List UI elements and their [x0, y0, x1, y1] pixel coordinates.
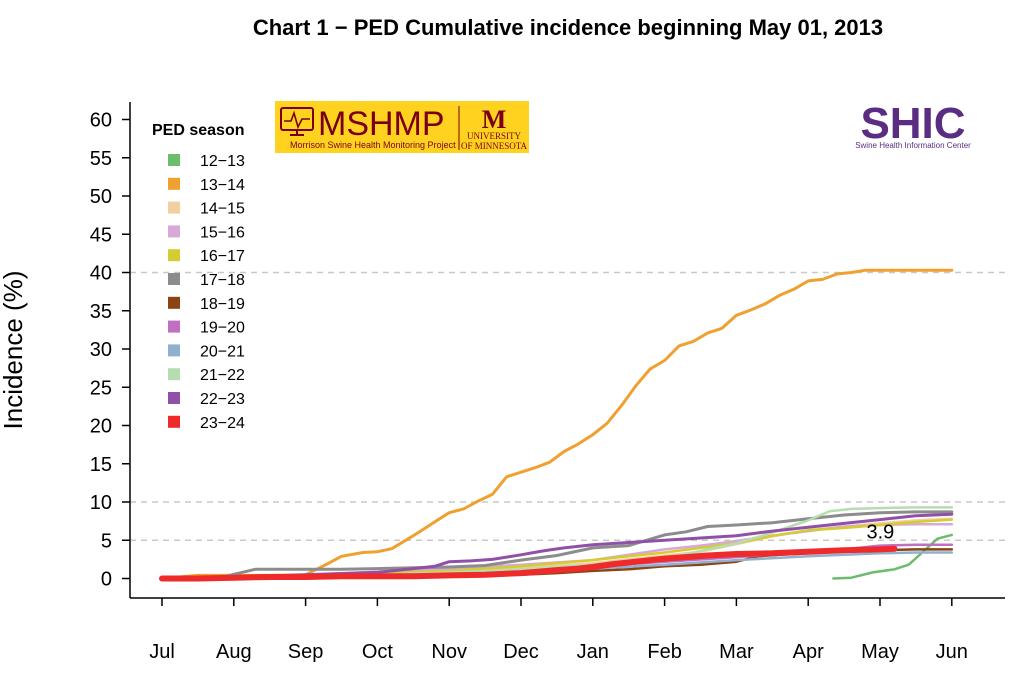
y-tick-label: 50: [90, 186, 112, 208]
x-tick-label: Jun: [936, 641, 968, 663]
x-tick-label: Feb: [647, 641, 681, 663]
legend-swatch: [168, 177, 180, 190]
legend-label: 13−14: [200, 177, 245, 194]
y-tick-label: 55: [90, 148, 112, 170]
legend-title: PED season: [152, 122, 244, 139]
series-line: [160, 510, 954, 580]
mshmp-logo-text: MSHMP: [318, 105, 445, 143]
x-ticks: Jul Aug Sep Oct Nov Dec Jan Feb Mar Apr May Jun: [149, 598, 968, 663]
monitor-icon: [280, 107, 314, 136]
x-tick-label: May: [861, 641, 899, 663]
x-tick-label: Jul: [149, 641, 175, 663]
legend-label: 20−21: [200, 343, 245, 360]
legend-swatch: [168, 249, 180, 262]
last-value-annotation: 3.9: [866, 522, 894, 544]
x-tick-label: Mar: [719, 641, 754, 663]
y-tick-label: 30: [90, 339, 112, 361]
legend-swatch: [168, 201, 180, 214]
x-tick-label: Aug: [216, 641, 252, 663]
shic-logo-text: SHIC: [860, 99, 965, 148]
chart-title: Chart 1 − PED Cumulative incidence begin…: [253, 15, 883, 40]
y-tick-label: 60: [90, 110, 112, 132]
legend-label: 17−18: [200, 272, 245, 289]
shic-logo: SHIC Swine Health Information Center: [855, 99, 971, 150]
y-tick-label: 20: [90, 416, 112, 438]
series-line: [159, 545, 898, 582]
legend: PED season 12−13 13−14 14−15 15−16 16−17 17−1…: [152, 122, 245, 432]
y-tick-label: 25: [90, 377, 112, 399]
mshmp-logo-background: [275, 101, 529, 153]
y-tick-label: 5: [101, 530, 112, 552]
legend-label: 15−16: [200, 224, 245, 241]
legend-label: 19−20: [200, 320, 245, 337]
y-tick-label: 10: [90, 492, 112, 514]
legend-swatch: [168, 344, 180, 357]
y-tick-label: 40: [90, 263, 112, 285]
y-tick-label: 0: [101, 569, 112, 591]
y-axis-label: Incidence (%): [0, 271, 28, 430]
legend-swatch: [168, 415, 180, 428]
university-name-line2: OF MINNESOTA: [461, 141, 528, 151]
x-tick-label: Apr: [793, 641, 824, 663]
legend-swatch: [168, 392, 180, 404]
shic-logo-subtitle: Swine Health Information Center: [855, 141, 971, 150]
reference-lines: [130, 271, 1005, 541]
legend-swatch: [168, 154, 180, 166]
x-tick-label: Oct: [362, 641, 394, 663]
legend-swatch: [168, 296, 180, 309]
x-tick-label: Nov: [431, 641, 467, 663]
legend-swatch: [168, 368, 180, 381]
legend-label: 12−13: [200, 153, 245, 170]
axes: [129, 102, 1005, 599]
x-tick-label: Jan: [577, 641, 609, 663]
legend-label: 23−24: [200, 415, 245, 432]
mshmp-logo-subtitle: Morrison Swine Health Monitoring Project: [290, 140, 456, 150]
legend-swatch: [168, 225, 180, 238]
series-line: [832, 533, 954, 580]
y-tick-label: 15: [90, 454, 112, 476]
series-line: [160, 268, 954, 580]
legend-label: 18−19: [200, 296, 245, 313]
x-tick-label: Sep: [288, 641, 324, 663]
legend-label: 21−22: [200, 367, 245, 384]
legend-label: 22−23: [200, 391, 245, 408]
legend-swatch: [168, 320, 180, 333]
mshmp-logo: MSHMP Morrison Swine Health Monitoring P…: [275, 101, 529, 153]
x-tick-label: Dec: [503, 641, 539, 663]
university-m-icon: M: [482, 105, 507, 134]
series-lines: [159, 268, 954, 582]
series-line: [160, 512, 954, 580]
legend-label: 14−15: [200, 201, 245, 218]
legend-label: 16−17: [200, 248, 245, 265]
y-tick-label: 45: [90, 224, 112, 246]
university-name-line1: UNIVERSITY: [467, 131, 521, 141]
legend-swatch: [168, 273, 180, 285]
y-tick-label: 35: [90, 301, 112, 323]
y-ticks: 0 5 10 15 20 25 30 35 40 45 50 55 60: [90, 110, 130, 591]
